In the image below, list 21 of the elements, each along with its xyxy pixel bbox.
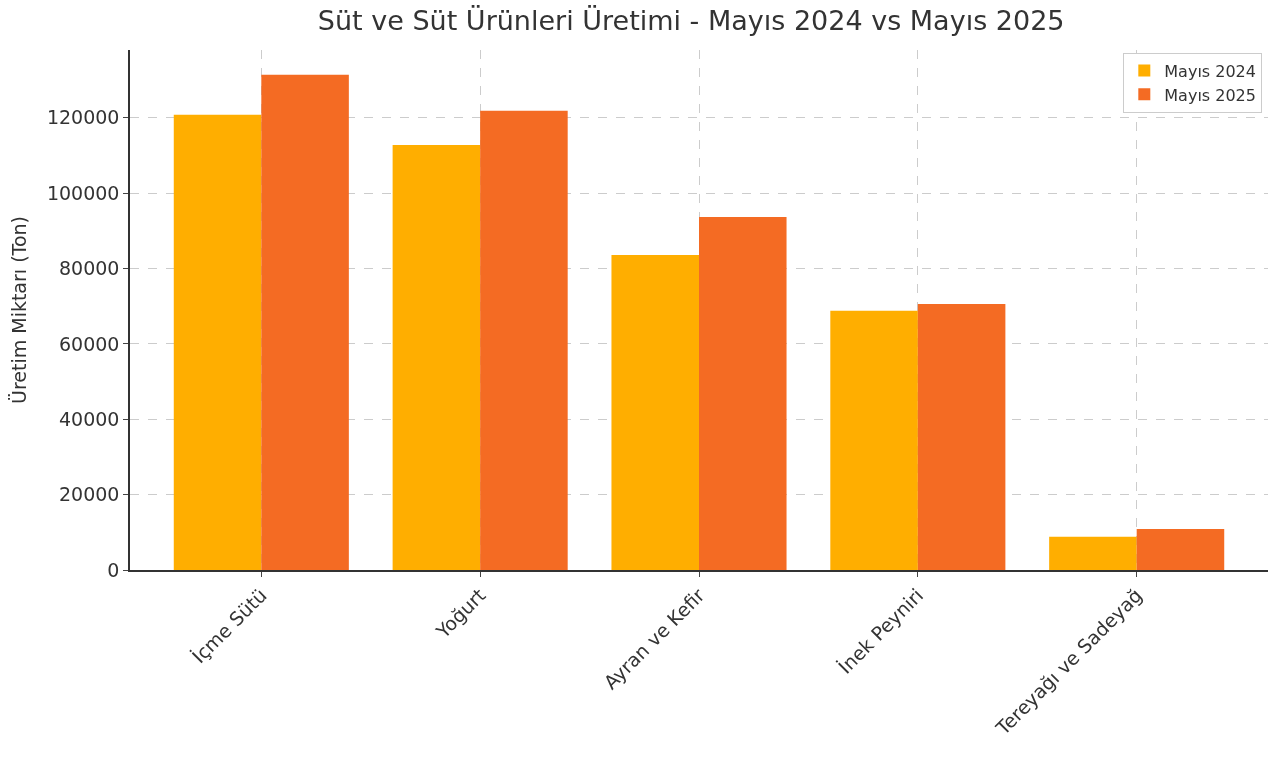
y-tick-label: 0	[107, 558, 120, 581]
y-tick-label: 120000	[46, 106, 120, 129]
y-tick-label: 80000	[59, 257, 120, 280]
bar	[830, 310, 918, 570]
bar	[1049, 536, 1137, 570]
bar	[917, 303, 1006, 570]
y-axis-title: Üretim Miktarı (Ton)	[8, 215, 31, 405]
bar	[392, 144, 481, 570]
legend-label: Mayıs 2024	[1164, 61, 1256, 81]
y-tick-label: 40000	[59, 407, 120, 430]
bar	[611, 254, 699, 570]
bar	[1136, 528, 1225, 570]
y-tick-label: 20000	[59, 483, 120, 506]
chart-title: Süt ve Süt Ürünleri Üretimi - Mayıs 2024 vs Mayıs 2025	[317, 5, 1065, 37]
bar	[480, 110, 568, 570]
bar	[261, 74, 349, 570]
y-tick-label: 100000	[46, 181, 120, 204]
y-tick-label: 60000	[59, 332, 120, 355]
legend-label: Mayıs 2025	[1164, 85, 1256, 105]
bar	[173, 114, 262, 570]
bar	[699, 216, 787, 570]
